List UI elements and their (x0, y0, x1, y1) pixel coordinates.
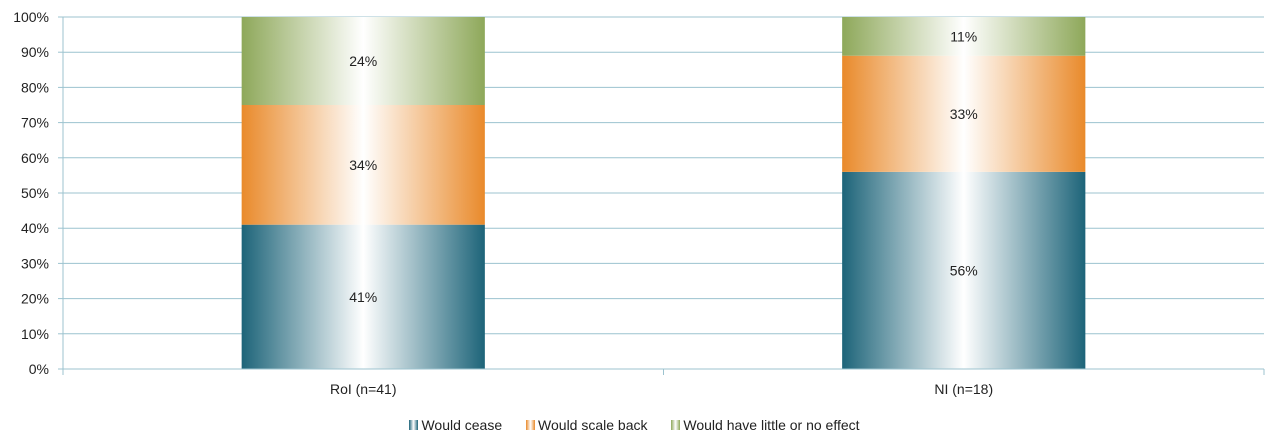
x-tick-label: NI (n=18) (934, 381, 993, 397)
bar-would-cease-0 (241, 224, 485, 369)
x-tick-label: RoI (n=41) (330, 381, 397, 397)
data-label: 24% (349, 53, 377, 69)
data-label: 33% (950, 106, 978, 122)
bar-would-have-little-or-no-effect-0 (241, 17, 485, 105)
x-axis: RoI (n=41) NI (n=18) (62, 368, 1265, 397)
bar-would-scale-back-1 (842, 55, 1086, 172)
data-label: 41% (349, 289, 377, 305)
bars: 41% 34% 24% 56% 33% 11% (241, 17, 1086, 369)
y-tick-label: 30% (21, 255, 49, 271)
y-tick-label: 90% (21, 44, 49, 60)
y-tick-label: 0% (29, 361, 49, 377)
legend-label-little-or-no-effect: Would have little or no effect (683, 417, 860, 433)
y-tick-label: 20% (21, 291, 49, 307)
y-tick-label: 50% (21, 185, 49, 201)
bar-would-cease-1 (842, 171, 1086, 369)
y-tick-label: 10% (21, 326, 49, 342)
legend: Would cease Would scale back Would have … (0, 417, 1269, 433)
legend-label-would-cease: Would cease (421, 417, 503, 433)
legend-item-little-or-no-effect: Would have little or no effect (671, 417, 860, 433)
legend-swatch-would-cease (409, 420, 419, 430)
y-tick-label: 100% (13, 9, 49, 25)
y-axis: 0% 10% 20% 30% 40% 50% 60% 70% 80% 90% 100% (13, 9, 64, 377)
data-label: 56% (950, 262, 978, 278)
data-label: 34% (349, 157, 377, 173)
legend-item-would-scale-back: Would scale back (526, 417, 648, 433)
legend-item-would-cease: Would cease (409, 417, 502, 433)
y-tick-label: 80% (21, 79, 49, 95)
bar-would-scale-back-0 (241, 105, 485, 225)
legend-label-would-scale-back: Would scale back (538, 417, 648, 433)
legend-swatch-would-scale-back (526, 420, 536, 430)
y-tick-label: 60% (21, 150, 49, 166)
bar-would-have-little-or-no-effect-1 (842, 17, 1086, 56)
y-tick-label: 70% (21, 115, 49, 131)
data-label: 11% (950, 28, 977, 44)
legend-swatch-little-or-no-effect (671, 420, 681, 430)
y-tick-label: 40% (21, 220, 49, 236)
